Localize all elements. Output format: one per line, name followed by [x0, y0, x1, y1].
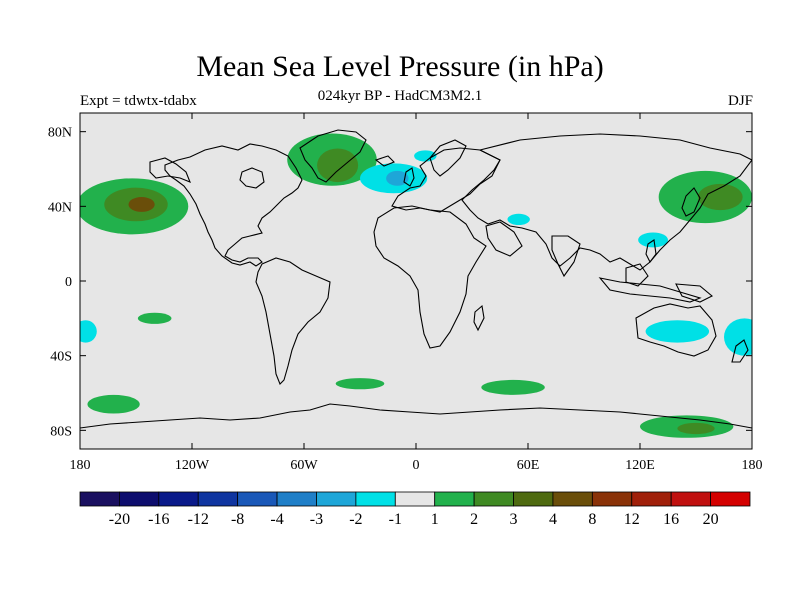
colorbar-box-2 — [158, 491, 199, 507]
colorbar-box-4 — [237, 491, 278, 507]
colorbar-box-12 — [552, 491, 593, 507]
coastline-australia — [635, 303, 717, 357]
anomaly-region-10 — [638, 232, 668, 248]
coastline-india — [551, 235, 581, 278]
colorbar-box-6 — [316, 491, 357, 507]
coastline-madagascar — [473, 304, 485, 332]
colorbar-label-14: 16 — [663, 511, 679, 528]
colorbar-box-14 — [631, 491, 672, 507]
anomaly-region-9 — [697, 183, 743, 211]
colorbar-label-13: 12 — [624, 511, 640, 528]
coastline-iceland — [374, 155, 395, 167]
lon-tick-label-4: 60E — [517, 458, 540, 473]
colorbar — [79, 491, 751, 507]
anomaly-region-18 — [481, 379, 545, 395]
lat-tick-label-2: 0 — [65, 275, 72, 290]
anomaly-region-13 — [724, 318, 752, 356]
coastline-new-guinea — [675, 283, 713, 303]
colorbar-label-10: 3 — [510, 511, 518, 528]
colorbar-label-1: -16 — [148, 511, 169, 528]
anomaly-region-6 — [386, 170, 409, 186]
colorbar-labels: -20 -16 -12 -8 -4 -3 -2 -1 1 2 3 4 8 12 16 20 — [109, 511, 719, 528]
coastline-arabia — [485, 221, 523, 257]
anomaly-layer — [80, 133, 752, 438]
axis-ticks — [79, 113, 753, 449]
anomaly-region-12 — [645, 320, 710, 343]
experiment-label: Expt = tdwtx-tdabx — [80, 93, 197, 109]
colorbar-box-7 — [355, 491, 396, 507]
lon-tick-label-3: 0 — [413, 458, 420, 473]
coastline-new-zealand — [731, 339, 749, 363]
coastline-hudson-bay — [239, 167, 265, 189]
coastlines — [80, 129, 752, 429]
coastline-japan — [681, 187, 701, 217]
lat-tick-label-3: 40S — [50, 350, 72, 365]
lon-tick-label-6: 180 — [742, 458, 763, 473]
coastline-greenland — [299, 129, 367, 183]
anomaly-region-4 — [317, 148, 359, 183]
colorbar-label-12: 8 — [588, 511, 596, 528]
coastline-antarctica — [80, 403, 752, 429]
colorbar-label-8: 1 — [431, 511, 439, 528]
colorbar-label-6: -2 — [349, 511, 362, 528]
coastline-africa — [373, 205, 487, 349]
colorbar-box-3 — [197, 491, 239, 507]
anomaly-region-2 — [128, 197, 155, 212]
colorbar-label-2: -12 — [188, 511, 209, 528]
lon-tick-label-1: 120W — [175, 458, 210, 473]
coastline-alaska — [149, 157, 191, 183]
lon-tick-label-0: 180 — [70, 458, 91, 473]
colorbar-box-16 — [710, 491, 751, 507]
lon-tick-label-5: 120E — [625, 458, 655, 473]
colorbar-label-5: -3 — [310, 511, 323, 528]
colorbar-label-0: -20 — [109, 511, 130, 528]
colorbar-label-11: 4 — [549, 511, 557, 528]
anomaly-region-16 — [87, 394, 140, 414]
colorbar-label-4: -4 — [270, 511, 283, 528]
colorbar-box-11 — [513, 491, 554, 507]
colorbar-box-5 — [276, 491, 317, 507]
coastline-scandinavia — [429, 139, 467, 177]
coastline-britain — [403, 167, 415, 187]
colorbar-box-0 — [79, 491, 120, 507]
lat-tick-label-4: 80S — [50, 424, 72, 439]
anomaly-region-7 — [414, 150, 437, 162]
coastline-south-america — [255, 257, 331, 385]
coastline-north-america — [164, 143, 303, 267]
colorbar-box-10 — [473, 491, 514, 507]
coastline-borneo — [625, 263, 649, 287]
lat-tick-label-1: 40N — [48, 200, 72, 215]
colorbar-box-8 — [394, 491, 436, 507]
anomaly-region-14 — [80, 320, 97, 343]
coastline-philippines — [645, 239, 657, 264]
colorbar-label-3: -8 — [231, 511, 244, 528]
coastline-asia — [461, 133, 752, 271]
map-subtitle: 024kyr BP - HadCM3M2.1 — [317, 88, 483, 104]
lat-tick-label-0: 80N — [48, 126, 72, 141]
map-title: Mean Sea Level Pressure (in hPa) — [196, 50, 604, 83]
colorbar-box-13 — [591, 491, 633, 507]
map-background — [80, 113, 752, 449]
anomaly-region-15 — [137, 312, 172, 324]
anomaly-region-17 — [335, 378, 385, 390]
lon-tick-label-2: 60W — [290, 458, 318, 473]
axis-labels: 180 120W 60W 0 60E 120E 180 80N 40N 0 40S 80S — [48, 126, 763, 473]
season-label: DJF — [727, 93, 753, 109]
colorbar-box-9 — [434, 491, 475, 507]
colorbar-label-9: 2 — [470, 511, 478, 528]
colorbar-label-15: 20 — [703, 511, 719, 528]
colorbar-box-15 — [670, 491, 711, 507]
anomaly-region-20 — [677, 422, 715, 435]
anomaly-region-11 — [507, 213, 530, 225]
colorbar-label-7: -1 — [389, 511, 402, 528]
colorbar-box-1 — [119, 491, 160, 507]
